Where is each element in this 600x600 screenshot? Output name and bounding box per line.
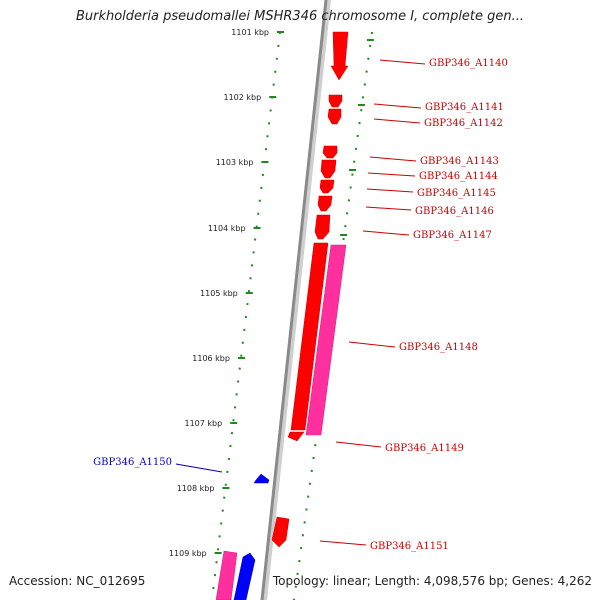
ruler-tick-label: 1108 kbp xyxy=(177,484,215,493)
gene-leader-line xyxy=(373,103,422,109)
gene-label[interactable]: GBP346_A1143 xyxy=(420,156,499,167)
gene-arrow-a1148[interactable] xyxy=(290,242,329,431)
gene-leader-line xyxy=(319,540,367,546)
ruler-tick-label: 1105 kbp xyxy=(200,289,238,298)
gene-arrow-a1143[interactable] xyxy=(322,145,338,159)
gene-label[interactable]: GBP346_A1142 xyxy=(424,118,503,129)
gene-leader-line xyxy=(335,441,382,448)
gene-label[interactable]: GBP346_A1146 xyxy=(415,206,494,217)
map-title: Burkholderia pseudomallei MSHR346 chromo… xyxy=(75,9,525,24)
gene-arrow-a1142[interactable] xyxy=(327,108,342,125)
gene-leader-line xyxy=(366,188,414,193)
gene-labels: GBP346_A1140 GBP346_A1141 GBP346_A1142 GBP3… xyxy=(93,58,508,552)
ruler-tick-label: 1103 kbp xyxy=(216,158,254,167)
topology-label: Topology: linear; Length: 4,098,576 bp; … xyxy=(272,574,592,588)
ruler-ticks: 1101 kbp 1102 kbp 1103 kbp 1104 kbp 1105 kbp… xyxy=(169,28,374,558)
ruler-tick-label: 1104 kbp xyxy=(208,224,246,233)
left-ruler-line xyxy=(211,31,281,600)
cds-feature-a1148[interactable] xyxy=(305,244,347,436)
gene-arrow-a1144[interactable] xyxy=(320,159,337,179)
gene-leader-line xyxy=(373,118,421,124)
gene-label[interactable]: GBP346_A1145 xyxy=(417,188,496,199)
gene-leader-line xyxy=(369,156,417,162)
ruler-tick-label: 1101 kbp xyxy=(231,28,269,37)
gene-label[interactable]: GBP346_A1149 xyxy=(385,443,464,454)
gene-arrow-a1150[interactable] xyxy=(253,473,270,484)
gene-label[interactable]: GBP346_A1148 xyxy=(399,342,478,353)
gene-leader-line xyxy=(379,59,426,65)
accession-label: Accession: NC_012695 xyxy=(9,574,146,588)
backbone xyxy=(260,0,328,600)
ruler-tick-label: 1107 kbp xyxy=(184,419,222,428)
gene-leader-line xyxy=(362,230,410,236)
gene-label[interactable]: GBP346_A1151 xyxy=(370,541,449,552)
gene-arrow-a1140[interactable] xyxy=(330,31,349,81)
gene-leader-line xyxy=(175,463,223,473)
gene-features xyxy=(215,31,349,600)
ruler-tick-label: 1102 kbp xyxy=(224,93,262,102)
backbone-shadow xyxy=(261,0,331,600)
gene-arrow-a1147[interactable] xyxy=(314,214,331,240)
gene-arrow-a1141[interactable] xyxy=(328,94,343,108)
gene-arrow-a1146[interactable] xyxy=(317,195,333,212)
gene-leader-line xyxy=(348,341,396,348)
gene-label[interactable]: GBP346_A1147 xyxy=(413,230,492,241)
gene-arrow-a1151[interactable] xyxy=(271,516,290,548)
gene-arrow-a1149[interactable] xyxy=(287,431,305,442)
gene-label[interactable]: GBP346_A1140 xyxy=(429,58,508,69)
ruler-tick-label: 1106 kbp xyxy=(192,354,230,363)
gene-label[interactable]: GBP346_A1141 xyxy=(425,102,504,113)
gene-label[interactable]: GBP346_A1144 xyxy=(419,171,498,182)
gene-label[interactable]: GBP346_A1150 xyxy=(93,457,172,468)
ruler-tick-label: 1109 kbp xyxy=(169,549,207,558)
gene-arrow-a1145[interactable] xyxy=(319,179,335,194)
reverse-gene-bottom[interactable] xyxy=(233,552,256,600)
gene-leader-line xyxy=(367,172,416,177)
cds-feature-bottom[interactable] xyxy=(215,550,238,600)
gene-leader-line xyxy=(365,206,412,211)
